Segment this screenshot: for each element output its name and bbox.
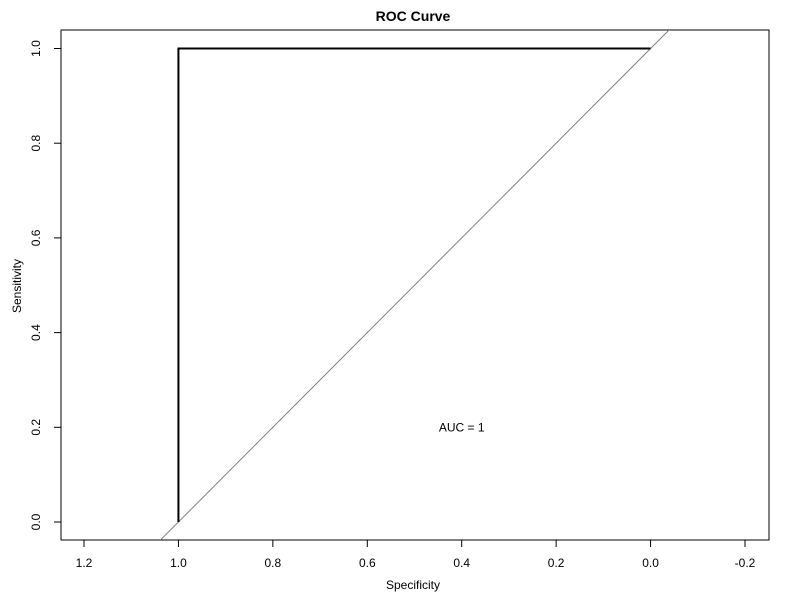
reference-diagonal-line (159, 30, 670, 540)
x-tick-label: 0.8 (265, 556, 282, 570)
y-tick-label: 0.8 (29, 135, 43, 152)
x-tick-label: 1.0 (170, 556, 187, 570)
x-tick-label: -0.2 (735, 556, 756, 570)
x-axis: 1.2 1.0 0.8 0.6 0.4 0.2 0.0 -0.2 (76, 540, 756, 570)
y-tick-label: 0.0 (29, 513, 43, 530)
roc-series (177, 47, 651, 522)
y-tick-label: 1.0 (29, 40, 43, 57)
y-tick-label: 0.6 (29, 229, 43, 246)
x-tick-label: 0.6 (359, 556, 376, 570)
y-axis: 0.0 0.2 0.4 0.6 0.8 1.0 (29, 40, 61, 530)
x-tick-label: 1.2 (76, 556, 93, 570)
y-axis-label: Sensitivity (10, 259, 24, 313)
chart-title: ROC Curve (376, 8, 451, 24)
x-tick-label: 0.4 (453, 556, 470, 570)
roc-curve-line (177, 47, 651, 522)
y-tick-label: 0.2 (29, 419, 43, 436)
x-axis-label: Specificity (386, 578, 440, 592)
plot-frame (60, 29, 770, 541)
x-tick-label: 0.0 (642, 556, 659, 570)
y-tick-label: 0.4 (29, 324, 43, 341)
x-tick-label: 0.2 (548, 556, 565, 570)
auc-annotation: AUC = 1 (439, 420, 485, 434)
